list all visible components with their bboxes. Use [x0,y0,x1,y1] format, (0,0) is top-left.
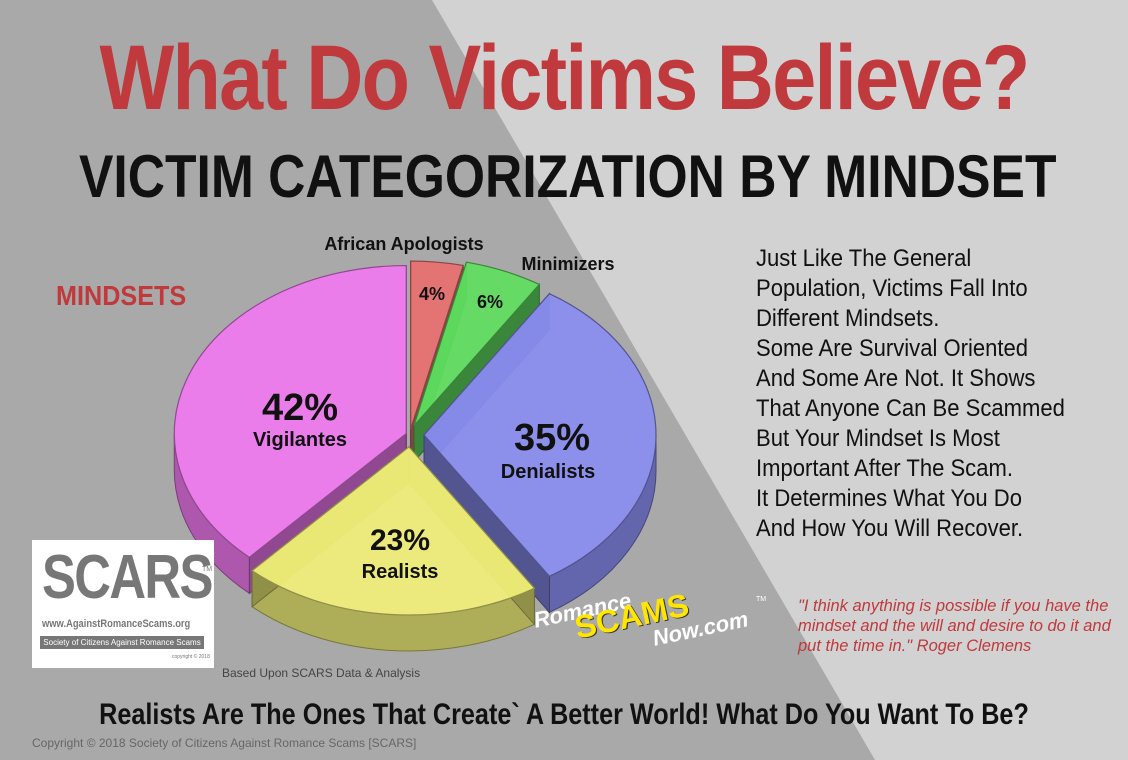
value-label-vigilantes: 42% [262,387,338,429]
side-text-line: Some Are Survival Oriented [756,335,1029,362]
slice-vigilantes [173,264,407,559]
logo-copyright: copyright © 2018 [172,654,210,660]
value-label-denialists: 35% [514,417,590,459]
category-label-african-apologists: African Apologists [324,234,483,254]
slice-minimizers [413,261,541,427]
category-label-vigilantes: Vigilantes [253,429,347,451]
romance-scams-now-logo: Romance SCAMS Now.com TM [531,586,774,670]
page-title: What Do Victims Believe? [99,27,1031,129]
side-text-line: Just Like The General [756,245,972,272]
logo-tm: TM [202,566,213,573]
page-subtitle: VICTIM CATEGORIZATION BY MINDSET [78,143,1057,210]
slice-african-apologists [410,260,465,430]
side-text-line: That Anyone Can Be Scammed [756,395,1065,422]
logo-url: www.AgainstRomanceScams.org [42,618,191,630]
side-text-line: It Determines What You Do [756,485,1022,512]
quote: "I think anything is possible if you hav… [798,597,1111,655]
category-label-minimizers: Minimizers [521,254,614,274]
logo-name: SCARS [42,543,213,612]
side-text-line: Different Mindsets. [756,305,940,332]
copyright: Copyright © 2018 Society of Citizens Aga… [32,736,417,750]
value-label-minimizers: 6% [477,292,503,312]
source-note: Based Upon SCARS Data & Analysis [222,666,421,680]
side-text: Just Like The General Population, Victim… [756,244,1080,544]
side-text-line: But Your Mindset Is Most [756,425,1000,452]
slice-realists [251,446,536,616]
rsn-tm: TM [756,596,767,603]
value-label-realists: 23% [370,524,430,557]
bottom-tagline: Realists Are The Ones That Create` A Bet… [99,698,1029,731]
slice-denialists [423,292,657,578]
category-label-denialists: Denialists [501,461,595,483]
scars-logo: SCARS TM www.AgainstRomanceScams.org Soc… [32,540,214,668]
mindsets-label: MINDSETS [56,280,187,311]
side-text-line: Important After The Scam. [756,455,1013,482]
value-label-african-apologists: 4% [419,284,445,304]
side-text-line: Population, Victims Fall Into [756,275,1028,302]
logo-society: Society of Citizens Against Romance Scam… [40,636,204,649]
side-text-line: And How You Will Recover. [756,515,1024,542]
category-label-realists: Realists [362,561,439,583]
side-text-line: And Some Are Not. It Shows [756,365,1036,392]
